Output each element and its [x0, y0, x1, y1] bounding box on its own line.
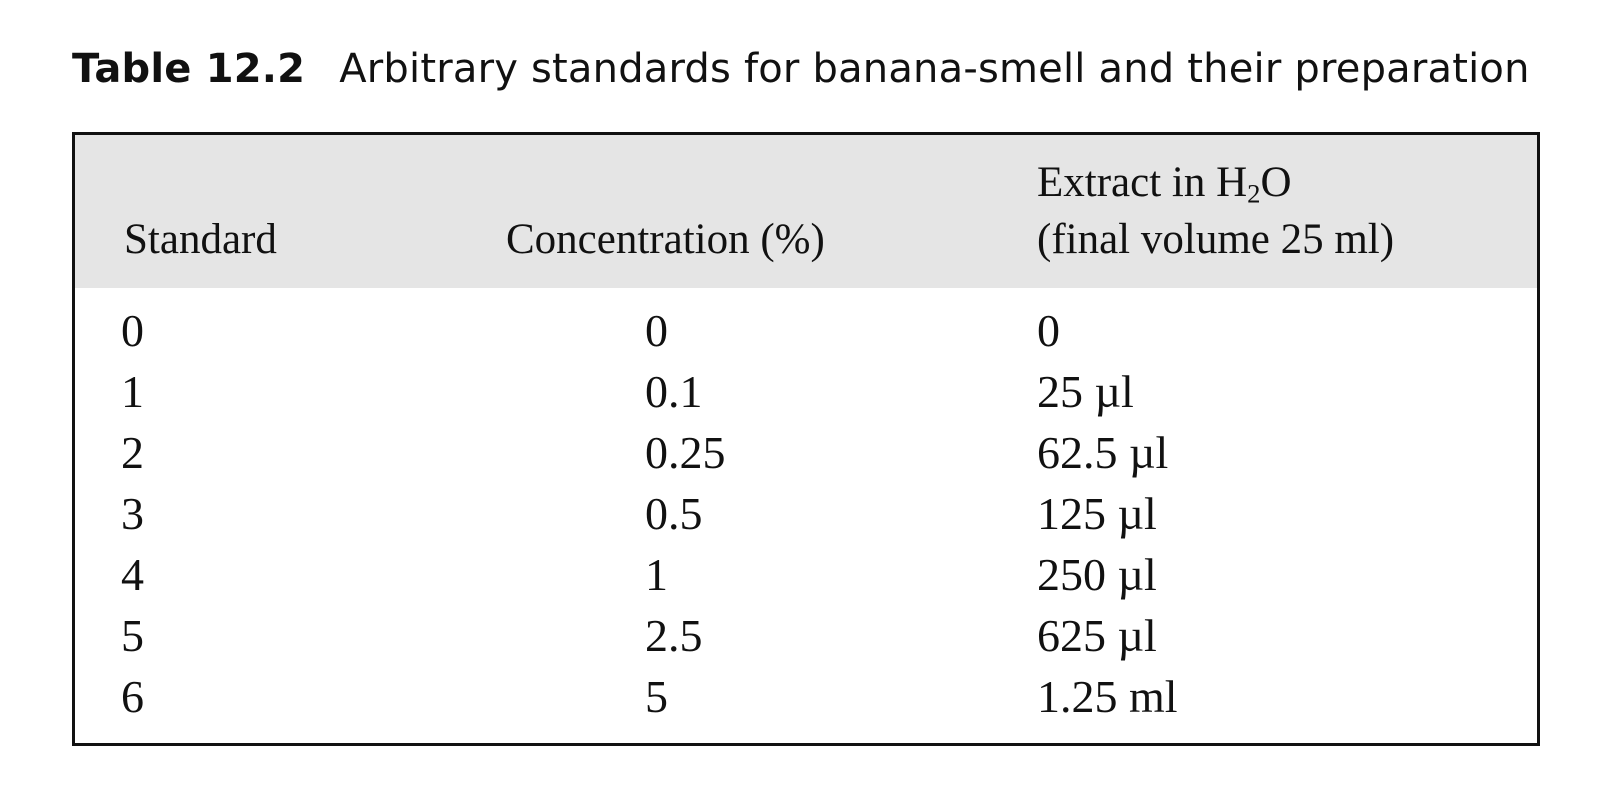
table-row: 4 1 250 µl [75, 544, 1537, 605]
cell-extract: 625 µl [1037, 610, 1157, 661]
table-title: Arbitrary standards for banana-smell and… [339, 46, 1530, 92]
table-caption: Table 12.2 Arbitrary standards for banana… [72, 40, 1530, 98]
cell-extract: 250 µl [1037, 549, 1157, 600]
header-extract-line1: Extract in H2O [1037, 154, 1394, 211]
header-concentration: Concentration (%) [506, 216, 825, 263]
table-row: 6 5 1.25 ml [75, 666, 1537, 727]
cell-concentration: 2.5 [645, 610, 703, 661]
cell-extract: 25 µl [1037, 366, 1134, 417]
cell-concentration: 0 [645, 305, 668, 356]
cell-concentration: 0.5 [645, 488, 703, 539]
table-row: 5 2.5 625 µl [75, 605, 1537, 666]
cell-concentration: 5 [645, 671, 668, 722]
header-standard: Standard [124, 216, 277, 263]
table-body: 0 0 0 1 0.1 25 µl 2 0.25 62.5 µl 3 0.5 1… [75, 300, 1537, 727]
cell-standard: 1 [121, 366, 144, 417]
cell-extract: 62.5 µl [1037, 427, 1169, 478]
table-number: Table 12.2 [72, 46, 306, 92]
header-extract: Extract in H2O (final volume 25 ml) [1037, 154, 1394, 268]
cell-concentration: 0.25 [645, 427, 726, 478]
cell-extract: 125 µl [1037, 488, 1157, 539]
cell-extract: 0 [1037, 305, 1060, 356]
cell-standard: 5 [121, 610, 144, 661]
cell-standard: 2 [121, 427, 144, 478]
standards-table: Standard Concentration (%) Extract in H2… [72, 132, 1540, 746]
header-extract-prefix: Extract in H [1037, 159, 1248, 206]
table-header: Standard Concentration (%) Extract in H2… [75, 135, 1537, 288]
cell-extract: 1.25 ml [1037, 671, 1178, 722]
table-row: 1 0.1 25 µl [75, 361, 1537, 422]
cell-standard: 6 [121, 671, 144, 722]
cell-concentration: 1 [645, 549, 668, 600]
header-extract-subscript: 2 [1247, 178, 1261, 209]
header-extract-line2: (final volume 25 ml) [1037, 216, 1395, 263]
header-extract-suffix: O [1260, 159, 1292, 206]
table-row: 2 0.25 62.5 µl [75, 422, 1537, 483]
table-row: 3 0.5 125 µl [75, 483, 1537, 544]
cell-concentration: 0.1 [645, 366, 703, 417]
cell-standard: 3 [121, 488, 144, 539]
cell-standard: 4 [121, 549, 144, 600]
table-row: 0 0 0 [75, 300, 1537, 361]
cell-standard: 0 [121, 305, 144, 356]
